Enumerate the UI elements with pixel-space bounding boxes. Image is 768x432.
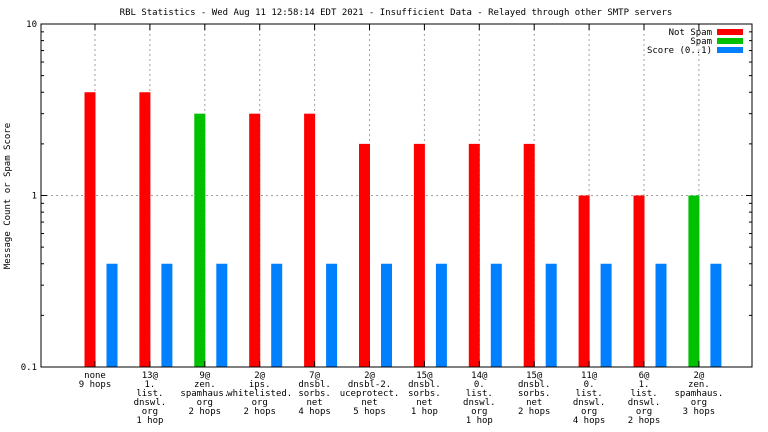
bar-not-spam: [468, 143, 480, 367]
bar-score: [216, 263, 228, 367]
bar-spam: [194, 113, 206, 367]
bar-not-spam: [523, 143, 535, 367]
bar-score: [710, 263, 722, 367]
y-tick-label: 1: [32, 192, 37, 202]
x-tick-label: 15@ dnsbl. sorbs. net 1 hop: [408, 371, 441, 417]
legend-spam-label: Spam: [690, 37, 712, 47]
x-tick-label: 2@ ips. whitelisted. org 2 hops: [227, 371, 292, 417]
x-tick-label: 11@ 0. list. dnswl. org 4 hops: [573, 371, 606, 426]
bar-score: [655, 263, 667, 367]
bar-not-spam: [578, 195, 590, 367]
x-tick-label: 9@ zen. spamhaus. org 2 hops: [180, 371, 229, 417]
bar-score: [161, 263, 173, 367]
bar-score: [435, 263, 447, 367]
bar-not-spam: [359, 143, 370, 367]
bar-score: [490, 263, 502, 367]
bar-not-spam: [304, 113, 316, 367]
x-tick-label: 6@ 1. list. dnswl. org 2 hops: [628, 371, 661, 426]
x-tick-label: 15@ dnsbl. sorbs. net 2 hops: [518, 371, 551, 417]
x-tick-label: none 9 hops: [79, 371, 112, 390]
y-tick-label: 10: [26, 20, 37, 30]
x-tick-label: 14@ 0. list. dnswl. org 1 hop: [463, 371, 496, 426]
x-tick-label: 2@ dnsbl-2. uceprotect. net 5 hops: [340, 371, 400, 417]
bar-score: [326, 263, 338, 367]
chart-title: RBL Statistics - Wed Aug 11 12:58:14 EDT…: [120, 8, 673, 18]
bar-score: [381, 263, 392, 367]
bar-score: [271, 263, 283, 367]
bar-score: [545, 263, 557, 367]
legend-not-spam-swatch: [717, 29, 743, 35]
y-tick-label: 0.1: [21, 363, 37, 373]
x-tick-label: 2@ zen. spamhaus. org 3 hops: [675, 371, 724, 417]
bars: [84, 92, 722, 368]
bar-not-spam: [633, 195, 645, 367]
x-tick-label: 7@ dnsbl. sorbs. net 4 hops: [298, 371, 331, 417]
bar-score: [106, 263, 118, 367]
x-axis-labels: none 9 hops 13@ 1. list. dnswl. org 1 hop 9@ zen.…: [79, 371, 724, 426]
bar-not-spam: [413, 143, 425, 367]
bar-not-spam: [249, 113, 261, 367]
bar-not-spam: [139, 92, 151, 368]
y-axis-label: Message Count or Spam Score: [3, 123, 13, 269]
legend-score-swatch: [717, 47, 743, 53]
bar-spam: [688, 195, 700, 367]
legend-score-label: Score (0..1): [647, 46, 712, 56]
legend-spam-swatch: [717, 38, 743, 44]
y-axis-ticks: 0.1 1 10: [21, 20, 752, 373]
bar-not-spam: [84, 92, 96, 368]
legend-not-spam-label: Not Spam: [669, 28, 712, 38]
bar-score: [600, 263, 612, 367]
x-tick-label: 13@ 1. list. dnswl. org 1 hop: [134, 371, 167, 426]
